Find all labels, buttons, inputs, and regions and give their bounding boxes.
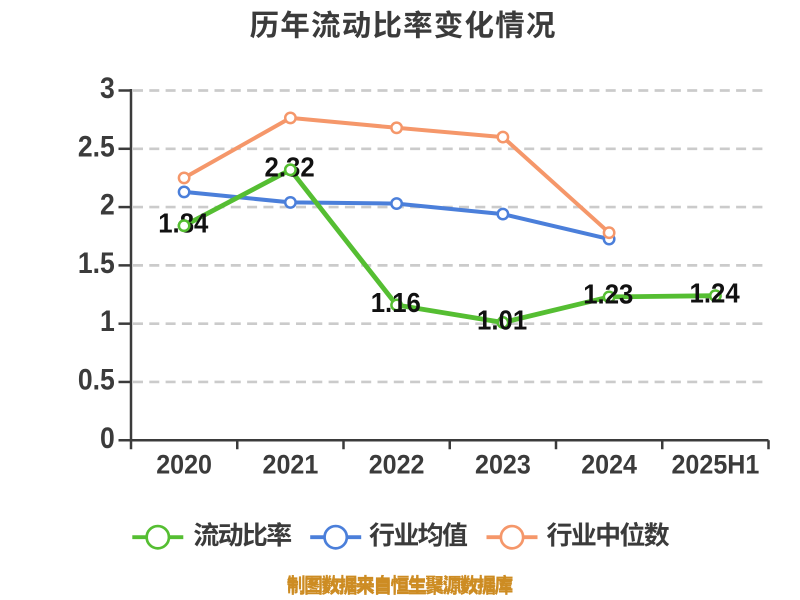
svg-text:2022: 2022 [369,449,425,480]
svg-text:1.5: 1.5 [78,247,115,280]
svg-text:1.23: 1.23 [583,279,633,310]
svg-text:2: 2 [100,188,115,221]
svg-text:2024: 2024 [581,449,637,480]
svg-text:2020: 2020 [156,449,212,480]
svg-text:0: 0 [100,422,115,455]
svg-text:2021: 2021 [263,449,319,480]
svg-text:2.5: 2.5 [78,130,115,163]
svg-text:1.01: 1.01 [477,304,527,335]
svg-text:1: 1 [100,305,115,338]
svg-text:2023: 2023 [475,449,531,480]
svg-text:1.16: 1.16 [371,287,421,318]
svg-text:0.5: 0.5 [78,363,115,396]
svg-text:3: 3 [100,72,115,105]
svg-text:1.24: 1.24 [690,278,740,309]
svg-text:2025H1: 2025H1 [671,449,759,480]
